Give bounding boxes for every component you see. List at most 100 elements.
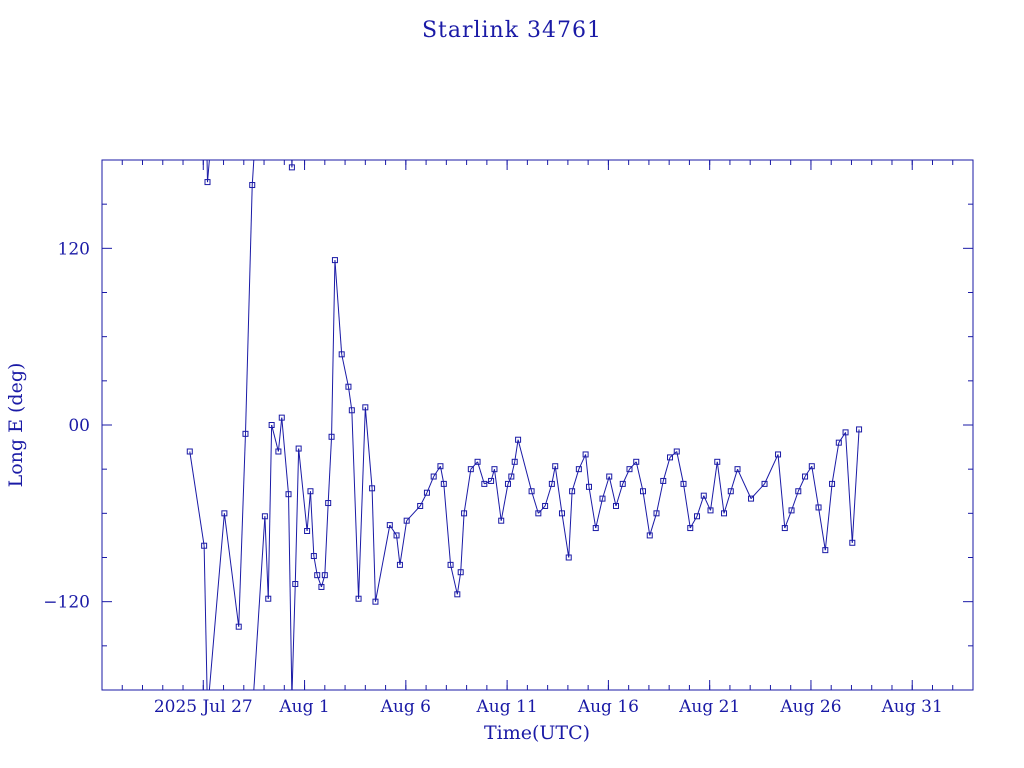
data-point	[242, 430, 249, 437]
series-segment	[500, 483, 509, 521]
data-point	[575, 466, 582, 473]
data-point	[457, 569, 464, 576]
data-point	[707, 507, 714, 514]
series-segment	[371, 488, 376, 602]
series-segment	[831, 442, 840, 484]
data-point	[542, 502, 549, 509]
data-point	[325, 500, 332, 507]
series-segment	[568, 491, 573, 558]
series-segment	[463, 469, 472, 514]
series-segment	[291, 583, 296, 690]
series-segment	[544, 483, 553, 507]
series-segment	[716, 461, 725, 514]
data-point	[511, 458, 518, 465]
series-segment	[737, 468, 752, 499]
series-segment	[824, 483, 833, 551]
series-segment	[595, 498, 603, 529]
series-segment	[710, 461, 718, 511]
series-segment	[267, 424, 273, 599]
data-point	[748, 495, 755, 502]
series-segment	[433, 465, 441, 477]
data-point	[660, 477, 667, 484]
series-segment	[389, 524, 397, 536]
series-segment	[309, 491, 315, 557]
series-segment	[683, 483, 691, 529]
data-point	[423, 489, 430, 496]
x-tick-label: Aug 6	[380, 697, 431, 717]
series-segment	[324, 503, 329, 576]
data-point	[285, 491, 292, 498]
series-segment	[531, 491, 539, 514]
data-point	[646, 532, 653, 539]
series-segment	[851, 429, 860, 543]
series-segment	[656, 480, 664, 514]
data-point	[201, 542, 208, 549]
data-point	[714, 458, 721, 465]
data-point	[314, 572, 321, 579]
series-segment	[588, 486, 597, 529]
data-point	[386, 522, 393, 529]
series-segment	[811, 466, 820, 508]
series-segment	[207, 160, 210, 183]
data-point	[673, 448, 680, 455]
series-segment	[313, 555, 318, 576]
data-point	[481, 480, 488, 487]
data-point	[437, 463, 444, 470]
data-point	[295, 445, 302, 452]
data-point	[569, 488, 576, 495]
x-tick-label: Aug 16	[577, 697, 639, 717]
data-point	[304, 528, 311, 534]
data-point	[822, 547, 829, 554]
series-segment	[537, 505, 546, 514]
data-point	[235, 623, 242, 630]
data-point	[592, 525, 599, 532]
data-point	[318, 583, 325, 590]
data-point	[606, 473, 613, 480]
data-point	[204, 179, 211, 186]
series-segment	[649, 513, 657, 536]
data-point	[372, 598, 379, 605]
series-segment	[477, 461, 485, 485]
data-point	[727, 488, 734, 495]
series-segment	[629, 461, 637, 470]
series-segment	[288, 494, 293, 690]
data-point	[734, 466, 741, 473]
series-segment	[281, 417, 290, 495]
x-tick-label: Aug 21	[678, 697, 740, 717]
series-segment	[396, 535, 401, 565]
series-segment	[764, 454, 779, 485]
data-point	[835, 439, 842, 446]
data-point	[856, 426, 863, 433]
data-point	[558, 510, 565, 517]
data-point	[369, 485, 376, 492]
data-point	[268, 422, 275, 428]
series-segment	[253, 516, 266, 690]
data-point	[626, 466, 633, 473]
data-point	[393, 532, 400, 539]
data-point	[721, 510, 728, 517]
data-point	[396, 561, 403, 568]
series-segment	[689, 516, 698, 529]
series-segment	[251, 160, 255, 186]
data-point	[775, 451, 782, 458]
data-point	[292, 581, 299, 587]
series-segment	[347, 386, 353, 411]
series-segment	[507, 476, 512, 485]
x-tick-label: Aug 1	[278, 697, 329, 717]
data-point	[328, 433, 335, 440]
series-segment	[189, 451, 205, 546]
data-point	[288, 164, 295, 171]
data-point	[653, 510, 660, 517]
data-point	[430, 473, 437, 480]
series-segment	[341, 354, 349, 387]
data-point	[508, 473, 515, 480]
series-segment	[456, 572, 462, 595]
data-point	[265, 595, 272, 602]
series-segment	[443, 483, 452, 565]
data-point	[348, 407, 355, 414]
data-point	[535, 510, 542, 517]
x-axis-label: Time(UTC)	[484, 722, 590, 744]
series-segment	[730, 469, 739, 492]
data-point	[700, 492, 707, 499]
